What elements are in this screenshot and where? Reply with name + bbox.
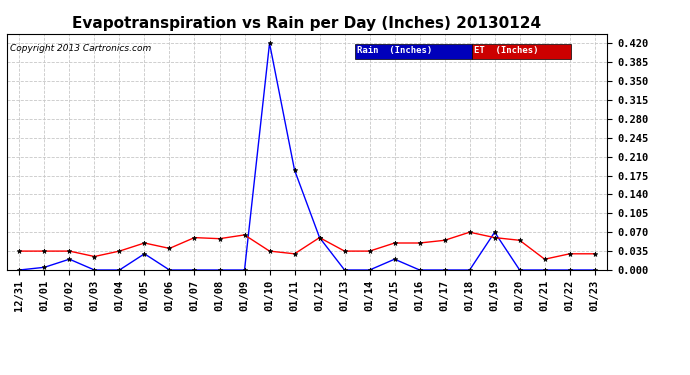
FancyBboxPatch shape <box>472 44 571 58</box>
FancyBboxPatch shape <box>355 44 472 58</box>
Text: Copyright 2013 Cartronics.com: Copyright 2013 Cartronics.com <box>10 44 151 53</box>
Text: Rain  (Inches): Rain (Inches) <box>357 46 432 56</box>
Title: Evapotranspiration vs Rain per Day (Inches) 20130124: Evapotranspiration vs Rain per Day (Inch… <box>72 16 542 31</box>
Text: ET  (Inches): ET (Inches) <box>474 46 538 56</box>
